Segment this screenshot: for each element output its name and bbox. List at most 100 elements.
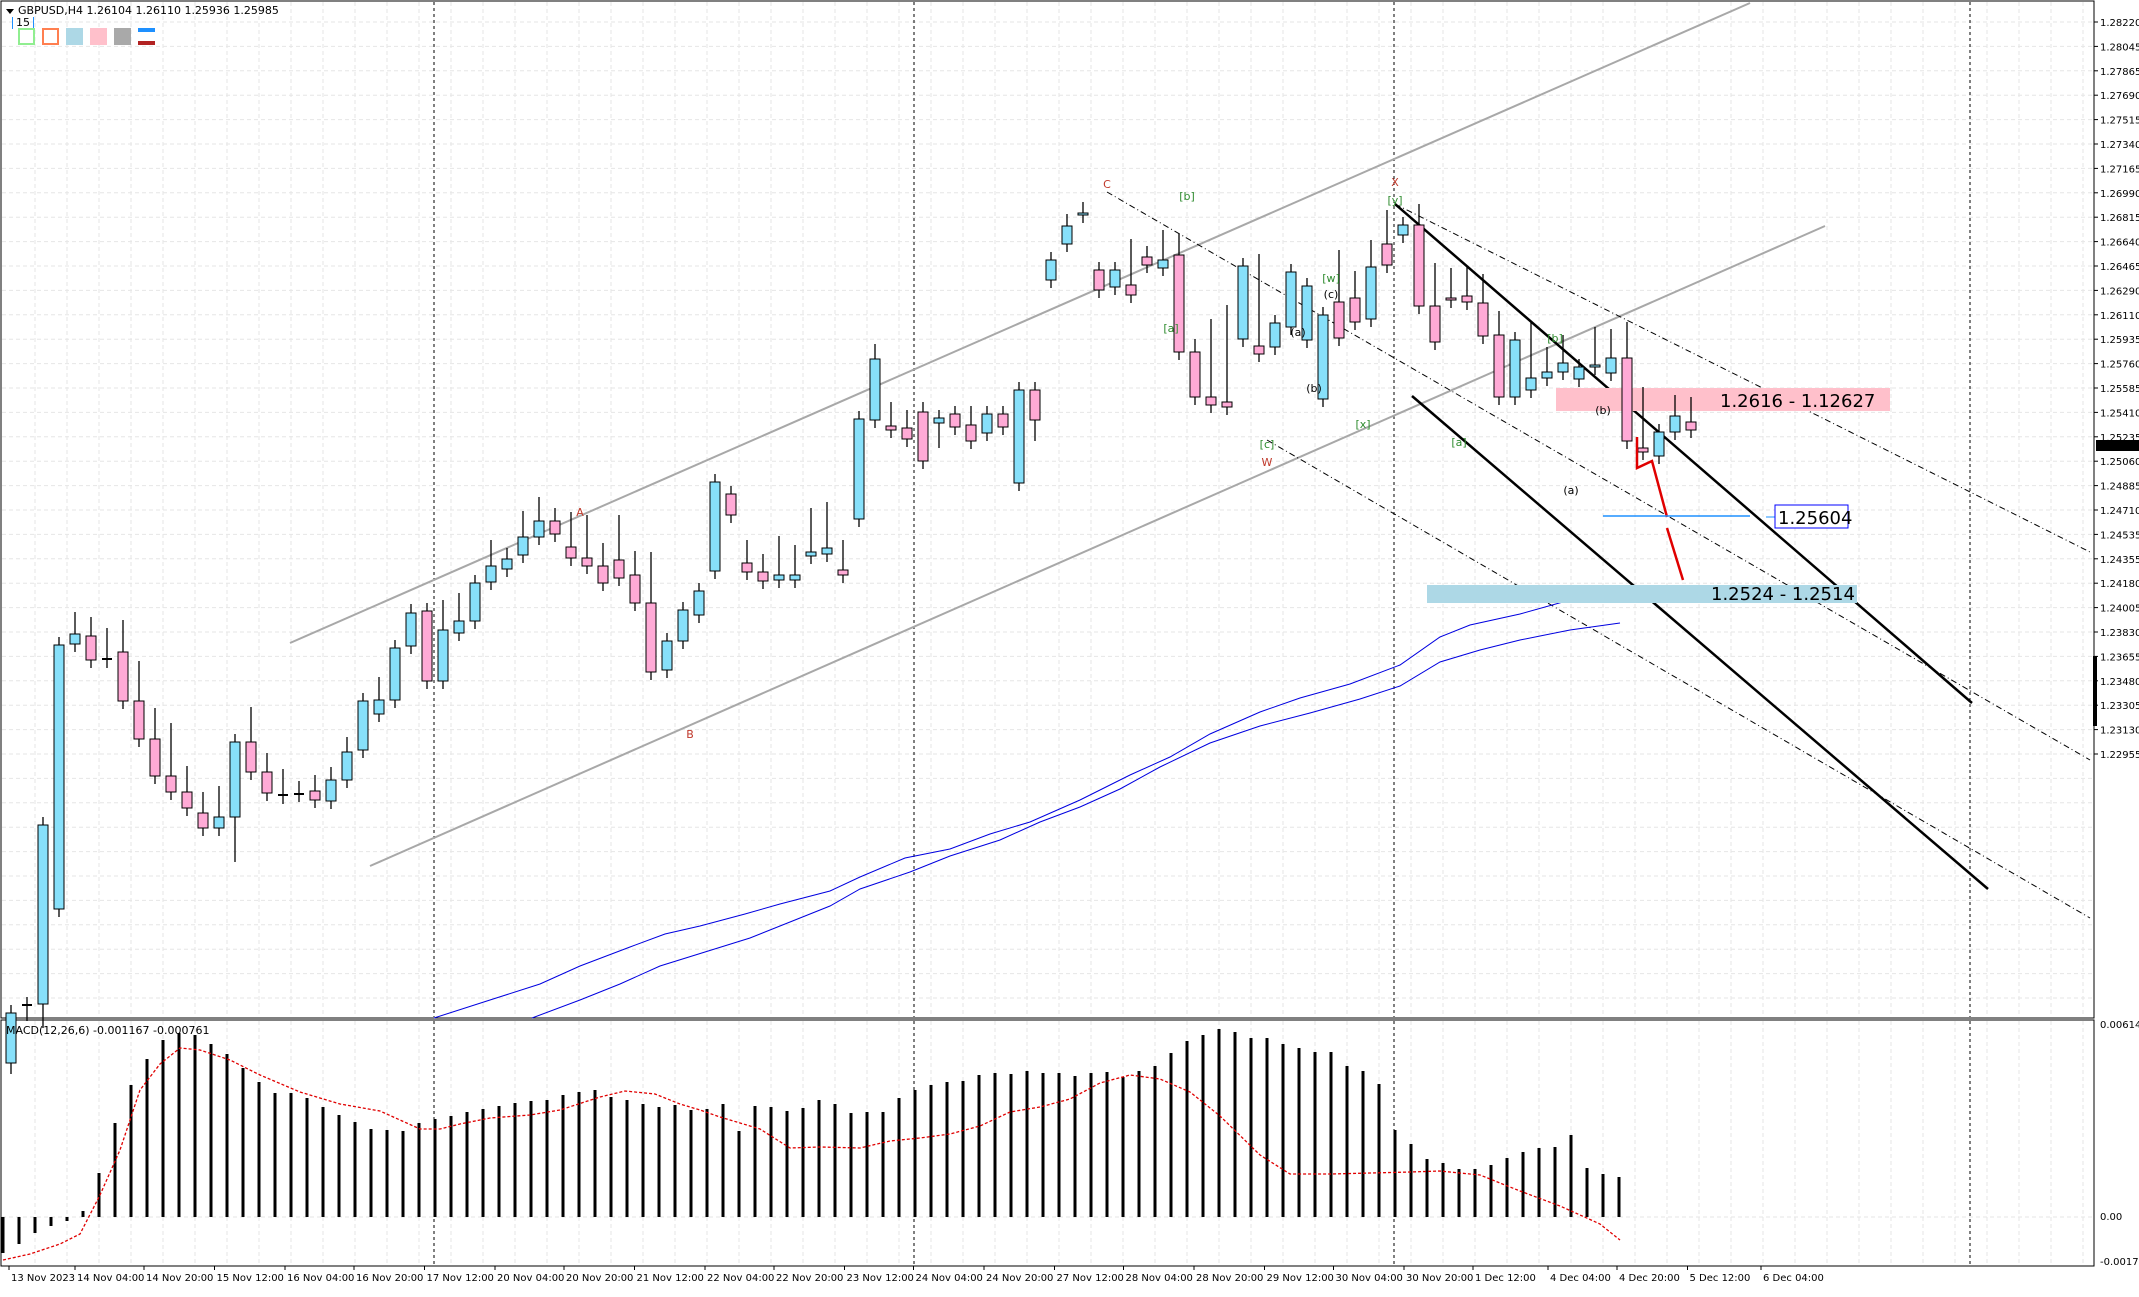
candle-body (949, 413, 961, 428)
candle-body (69, 633, 81, 645)
resistance-zone[interactable] (1556, 388, 1890, 411)
candle-body (1653, 431, 1665, 457)
candle (1061, 214, 1073, 252)
wave-label-minor: [c] (1260, 438, 1275, 451)
candle-body (357, 700, 369, 751)
collapse-triangle-icon[interactable] (6, 8, 14, 14)
macd-bar (353, 1122, 357, 1217)
macd-bar (1137, 1071, 1141, 1217)
candle (533, 497, 545, 545)
timeframe-box[interactable]: 15 (12, 17, 34, 29)
candle (181, 766, 193, 816)
wave-label-minor: [b] (1179, 190, 1195, 203)
candle-body (325, 779, 337, 802)
forecast-zigzag-path[interactable] (1635, 437, 1669, 518)
forecast-drop-segment[interactable] (1665, 527, 1685, 581)
macd-bar (1105, 1072, 1109, 1217)
macd-bar (561, 1095, 565, 1217)
price-axis[interactable]: 1.28220 1.28045 1.27865 1.27690 1.27515 1.273… (2093, 1, 2139, 1018)
wave-label-major: W (1262, 456, 1273, 469)
descending-channel-lower (1411, 395, 1989, 890)
candle (901, 410, 913, 447)
macd-bar (305, 1098, 309, 1217)
macd-bar (1201, 1035, 1205, 1217)
candle-body (389, 647, 401, 701)
candle-body (85, 635, 97, 661)
macd-bar (1217, 1029, 1221, 1217)
candle-body (1685, 421, 1697, 431)
macd-bar (1249, 1038, 1253, 1217)
macd-bar (1041, 1073, 1045, 1217)
candle-body (869, 358, 881, 421)
macd-bar (689, 1110, 693, 1217)
macd-bar (401, 1131, 405, 1217)
candle (1045, 252, 1057, 288)
macd-bar (321, 1107, 325, 1217)
rect-outline-orange-swatch[interactable] (42, 28, 59, 45)
rect-fill-lightblue-swatch[interactable] (66, 28, 83, 45)
candle (1509, 332, 1521, 405)
candle (1397, 217, 1409, 243)
candle-body (1221, 401, 1233, 408)
candle-body (645, 602, 657, 673)
forecast-path[interactable]: 1.25604 (1603, 437, 1852, 581)
macd-bar (993, 1073, 997, 1217)
target-price-label: 1.25604 (1778, 508, 1852, 529)
candle-body (181, 791, 193, 809)
price-zones[interactable]: 1.2616 - 1.12627 1.2524 - 1.2514 (1427, 388, 1890, 605)
candle (1029, 382, 1041, 441)
wave-label-major: X (1391, 176, 1399, 189)
support-zone[interactable] (1427, 585, 1857, 603)
macd-bar (593, 1090, 597, 1217)
macd-bar (481, 1109, 485, 1217)
candle-body (1237, 265, 1249, 340)
line-pair-swatch[interactable] (138, 28, 155, 45)
candle (1461, 266, 1473, 310)
candle (469, 575, 481, 629)
macd-bar (769, 1107, 773, 1217)
candle (1109, 262, 1121, 295)
macd-bar (1281, 1044, 1285, 1217)
time-axis[interactable]: 13 Nov 2023 14 Nov 04:00 14 Nov 20:00 15 No… (1, 1265, 2094, 1284)
macd-bar (657, 1107, 661, 1217)
macd-bar (1505, 1158, 1509, 1217)
macd-bar (1489, 1165, 1493, 1217)
macd-bar (17, 1217, 21, 1244)
rect-fill-pink-swatch[interactable] (90, 28, 107, 45)
macd-bar (369, 1129, 373, 1217)
symbol-ohlc-text: GBPUSD,H4 1.26104 1.26110 1.25936 1.2598… (18, 4, 279, 17)
candle (837, 540, 849, 583)
symbol-header[interactable]: GBPUSD,H4 1.26104 1.26110 1.25936 1.2598… (6, 4, 279, 17)
candle (821, 502, 833, 562)
macd-bar (1361, 1071, 1365, 1217)
price-tick-label: 1.26990 (2100, 189, 2139, 200)
macd-bar (113, 1123, 117, 1217)
price-tick-label: 1.23305 (2100, 701, 2139, 712)
rect-outline-green-swatch[interactable] (18, 28, 35, 45)
price-tick-label: 1.27690 (2100, 91, 2139, 102)
candle-body (581, 557, 593, 567)
wave-label-sub: (c) (1324, 288, 1339, 301)
trend-channels (289, 2, 2091, 919)
candle-body (677, 609, 689, 642)
scroll-indicator[interactable] (2093, 656, 2097, 726)
candle-body (933, 417, 945, 424)
candle-body (1589, 364, 1601, 368)
candle (165, 723, 177, 800)
macd-bar (1585, 1168, 1589, 1217)
time-tick-label: 22 Nov 04:00 (707, 1273, 774, 1284)
target-label-box[interactable] (1774, 504, 1849, 529)
time-tick-label: 30 Nov 20:00 (1406, 1273, 1473, 1284)
candle-body (1125, 284, 1137, 296)
candle-body (1461, 295, 1473, 303)
candle-body (421, 610, 433, 682)
candle-body (1301, 285, 1313, 341)
current-price-box[interactable] (2096, 440, 2139, 451)
time-tick-label: 24 Nov 04:00 (916, 1273, 983, 1284)
macd-panel-background (0, 1019, 2095, 1267)
rect-fill-gray-swatch[interactable] (114, 28, 131, 45)
macd-histogram (1, 1029, 1621, 1261)
macd-bar (241, 1068, 245, 1217)
